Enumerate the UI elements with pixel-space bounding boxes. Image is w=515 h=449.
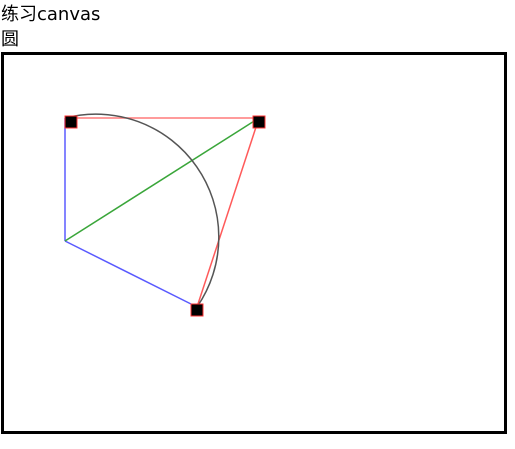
arc-curve bbox=[64, 113, 220, 308]
control-handle-bottom[interactable] bbox=[190, 303, 204, 317]
control-handle-top[interactable] bbox=[64, 115, 78, 129]
page-title: 练习canvas bbox=[1, 4, 101, 25]
tangent-line-right bbox=[196, 117, 260, 308]
drawing-canvas[interactable] bbox=[1, 52, 507, 434]
canvas-svg[interactable] bbox=[1, 52, 507, 434]
radius-line-bottom bbox=[64, 240, 198, 308]
section-label: 圆 bbox=[1, 29, 19, 50]
diagonal-line bbox=[64, 117, 260, 242]
control-handle-right[interactable] bbox=[252, 115, 266, 129]
